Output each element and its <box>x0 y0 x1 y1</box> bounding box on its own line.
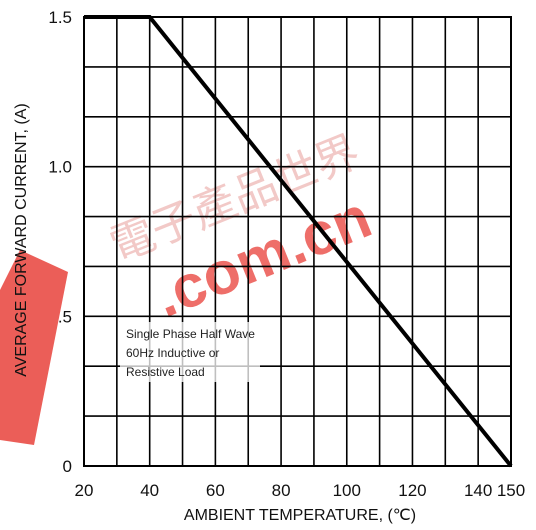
x-axis-title: AMBIENT TEMPERATURE, (℃) <box>184 507 416 524</box>
derating-curve <box>84 15 513 468</box>
x-tick-label: 60 <box>206 481 225 500</box>
x-tick-label: 20 <box>75 481 94 500</box>
x-tick-label: 40 <box>140 481 159 500</box>
x-tick-label: 150 <box>497 481 525 500</box>
grid <box>83 16 512 467</box>
y-tick-label: 1.0 <box>48 158 72 177</box>
tick-labels: 20 40 60 80 100 120 140 150 0 .5 1.0 1.5 <box>48 8 525 500</box>
annotation-line-1: Single Phase Half Wave <box>126 327 255 341</box>
annotation-box: Single Phase Half Wave 60Hz Inductive or… <box>120 322 260 382</box>
y-tick-label: 1.5 <box>48 8 72 27</box>
watermark-red-shape <box>0 250 68 445</box>
plot-frame <box>83 16 512 467</box>
y-tick-label: 0 <box>63 457 72 476</box>
series-layer <box>84 15 513 468</box>
y-axis-title: AVERAGE FORWARD CURRENT, (A) <box>13 103 30 377</box>
y-tick-label: .5 <box>58 307 72 326</box>
x-tick-label: 100 <box>333 481 361 500</box>
x-tick-label: 80 <box>272 481 291 500</box>
x-tick-label: 140 <box>464 481 492 500</box>
x-tick-label: 120 <box>398 481 426 500</box>
annotation-line-2: 60Hz Inductive or <box>126 346 219 360</box>
annotation-line-3: Resistive Load <box>126 365 205 379</box>
